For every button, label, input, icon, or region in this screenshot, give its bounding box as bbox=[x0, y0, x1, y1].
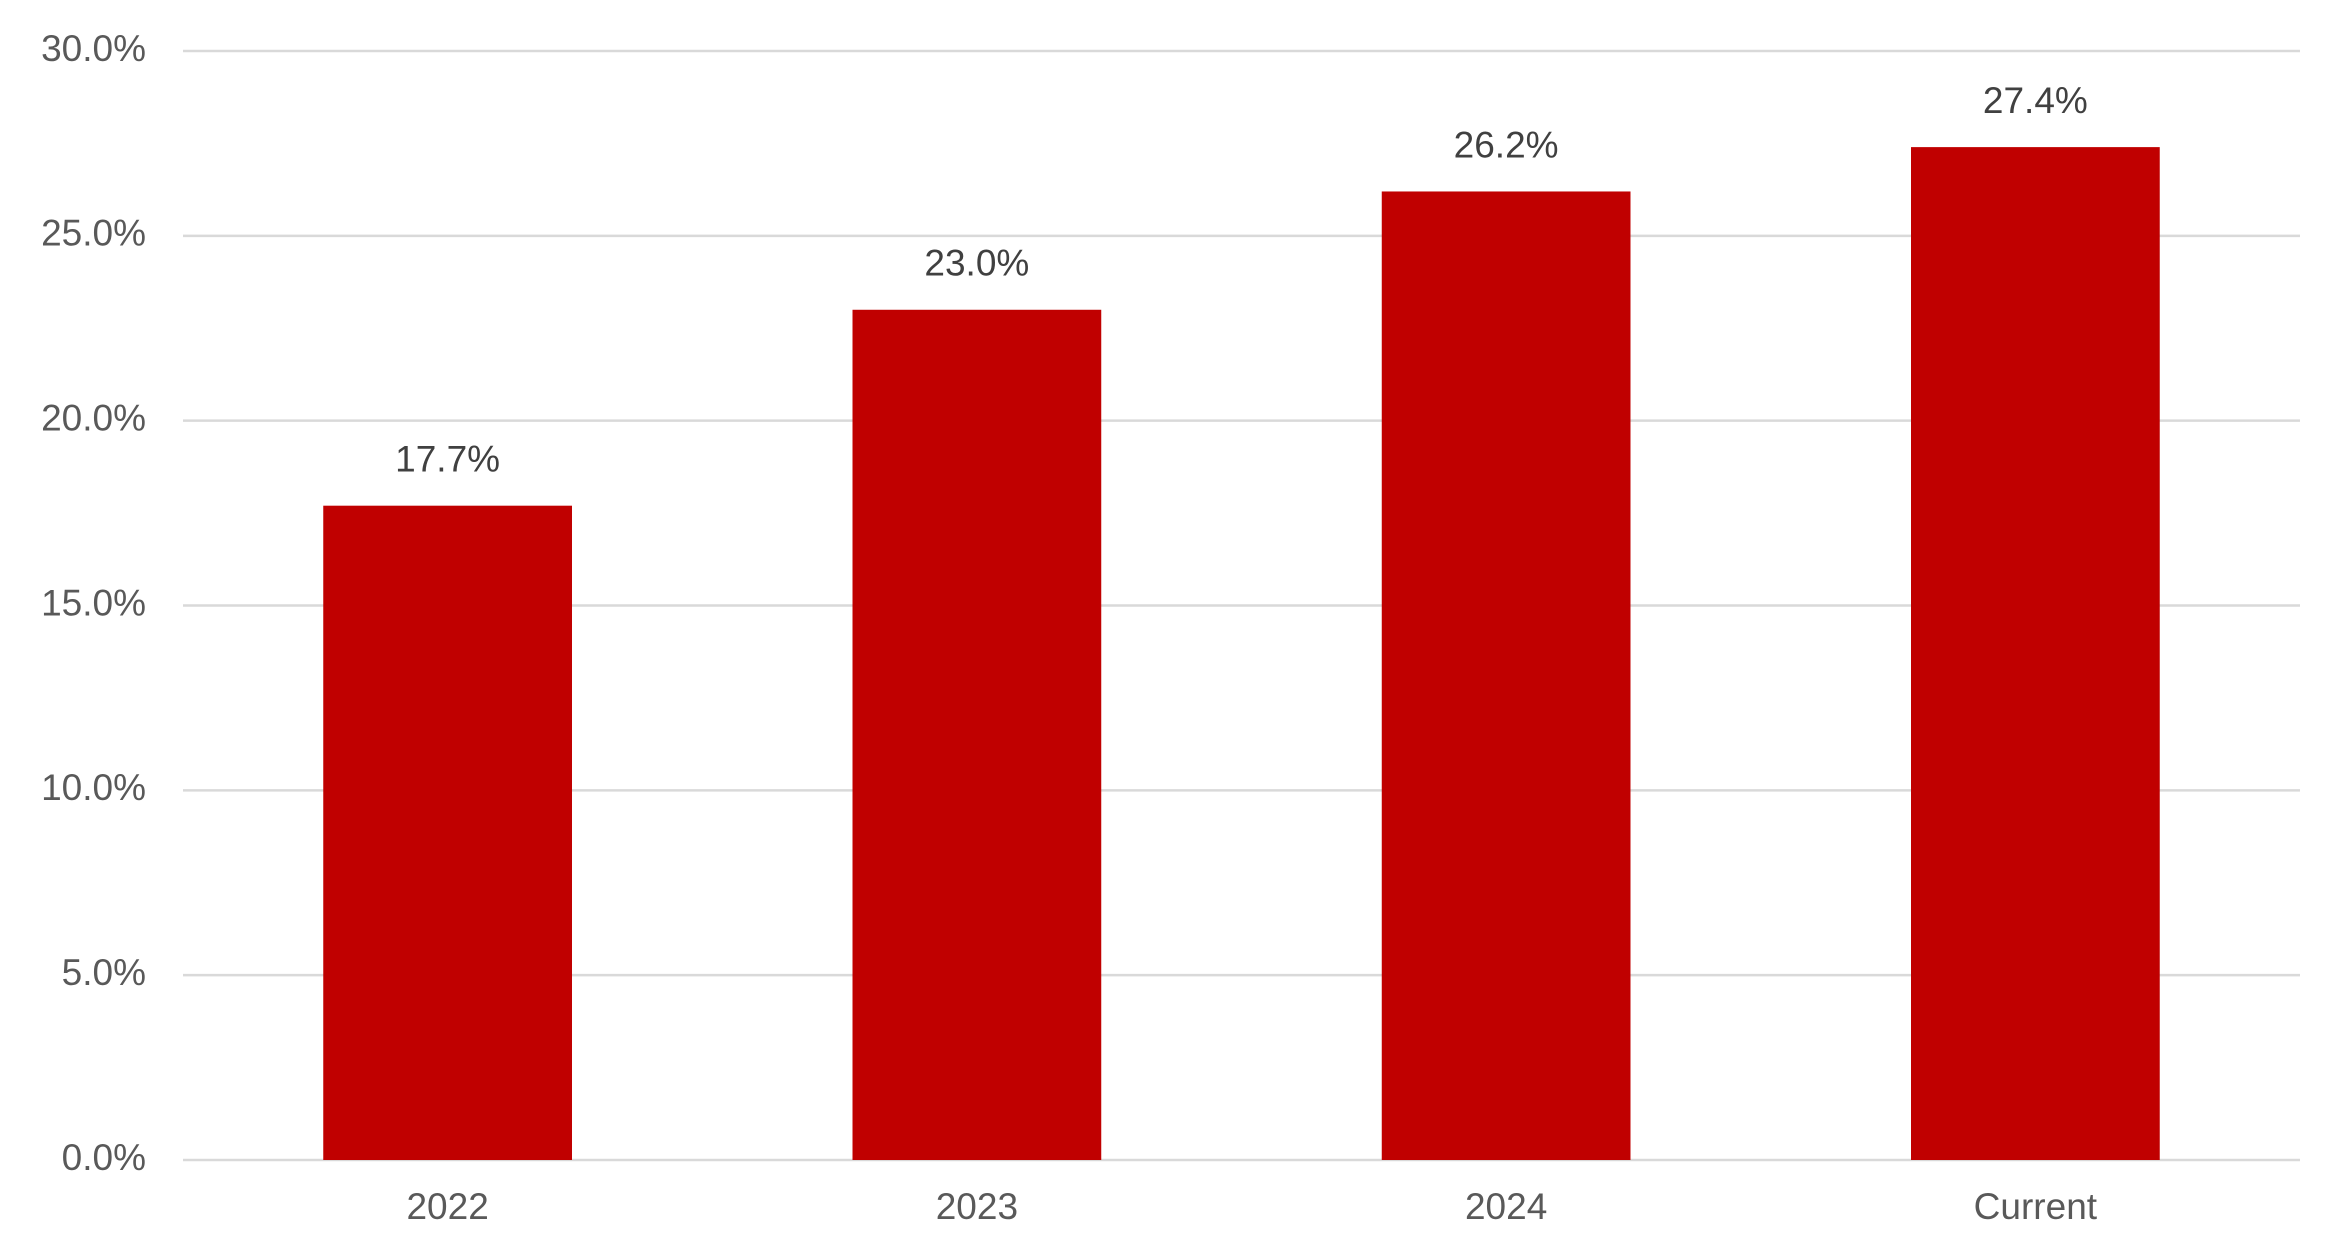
y-tick-label: 0.0% bbox=[62, 1137, 146, 1178]
bar bbox=[1911, 147, 2160, 1160]
x-tick-label: 2022 bbox=[406, 1186, 488, 1227]
bar bbox=[323, 505, 572, 1160]
y-tick-label: 30.0% bbox=[41, 28, 146, 69]
y-tick-label: 25.0% bbox=[41, 213, 146, 254]
bar bbox=[1381, 191, 1631, 1160]
x-tick-label: 2023 bbox=[936, 1186, 1018, 1227]
data-label: 23.0% bbox=[924, 243, 1029, 284]
y-tick-label: 20.0% bbox=[41, 397, 146, 438]
y-tick-label: 10.0% bbox=[41, 767, 146, 808]
y-tick-label: 5.0% bbox=[62, 952, 146, 993]
data-label: 17.7% bbox=[395, 438, 500, 479]
x-tick-label: Current bbox=[1974, 1186, 2098, 1227]
data-label: 27.4% bbox=[1983, 80, 2088, 121]
bar bbox=[852, 309, 1102, 1160]
y-tick-label: 15.0% bbox=[41, 582, 146, 623]
data-label: 26.2% bbox=[1454, 124, 1559, 165]
x-tick-label: 2024 bbox=[1465, 1186, 1547, 1227]
